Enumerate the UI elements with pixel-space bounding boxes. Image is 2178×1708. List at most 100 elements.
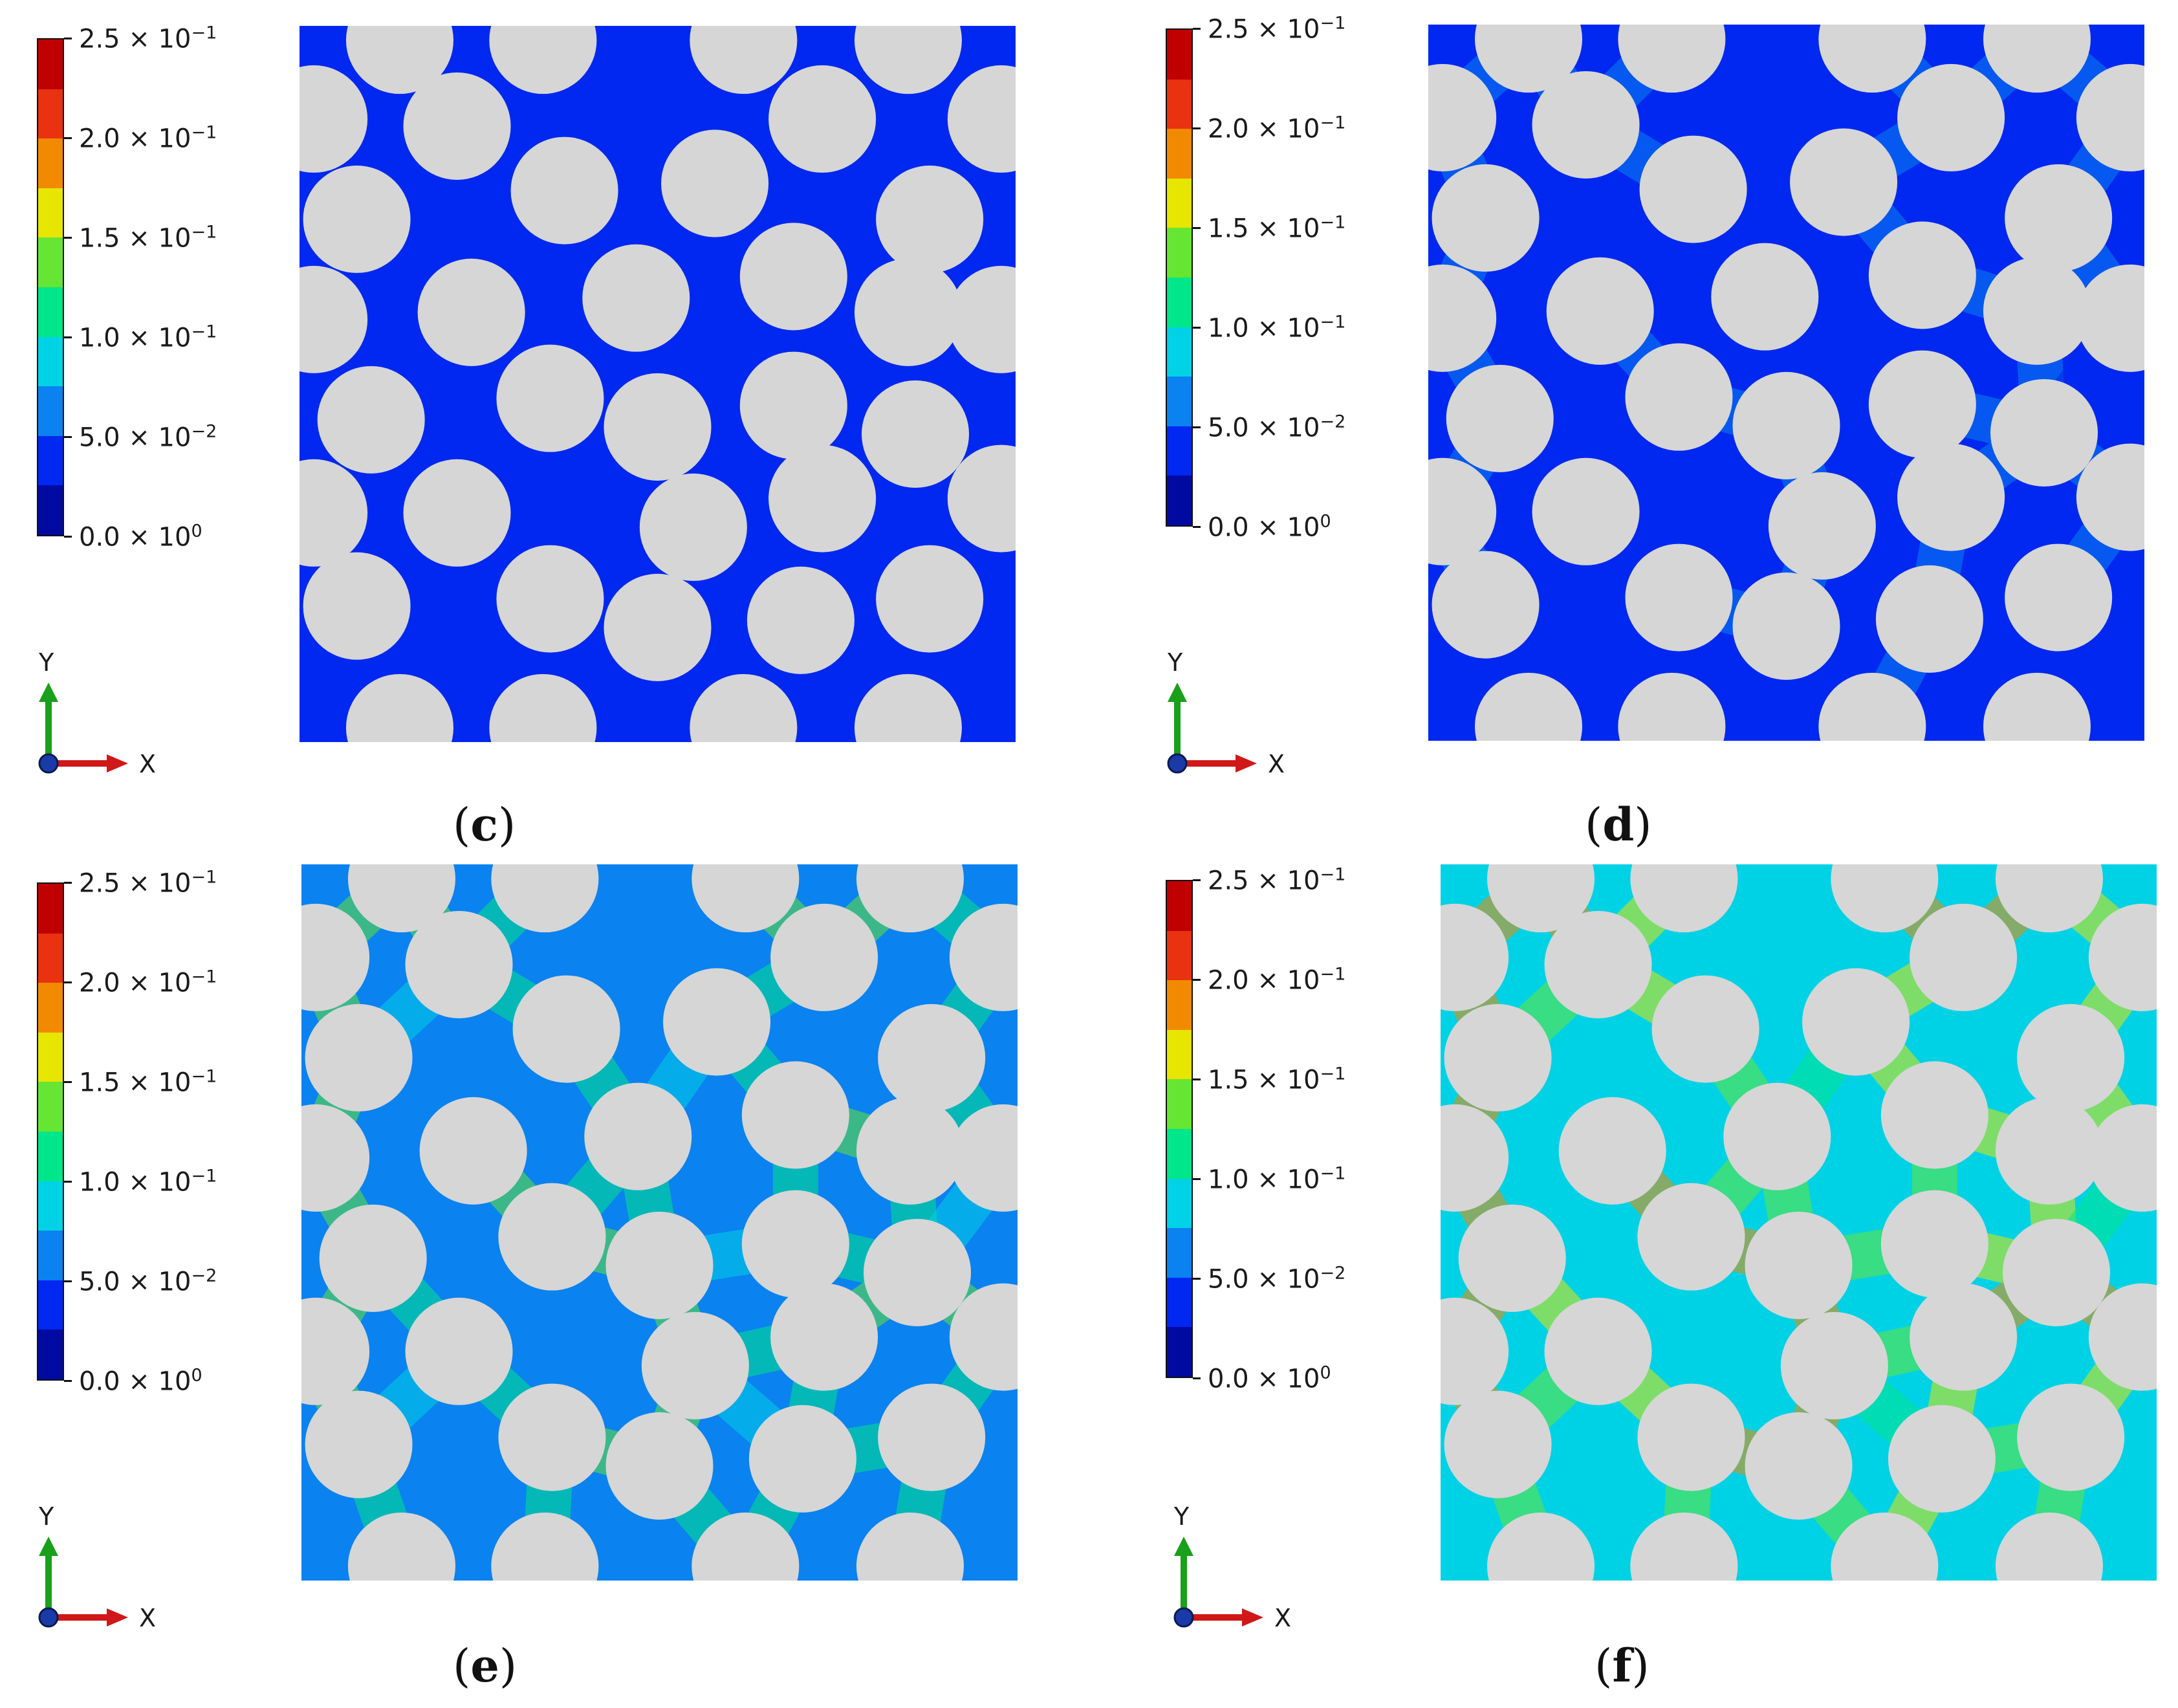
fiber-cross-section xyxy=(2088,903,2157,1011)
fiber-cross-section xyxy=(1637,1383,1745,1491)
colorbar-segment xyxy=(1167,327,1192,377)
z-axis-marker xyxy=(1173,1607,1194,1628)
fiber-cross-section xyxy=(405,910,513,1019)
fiber-cross-section xyxy=(856,1512,964,1581)
fiber-cross-section xyxy=(403,459,511,567)
colorbar-segment xyxy=(38,89,63,139)
colorbar-tick xyxy=(64,436,72,438)
fiber-cross-section xyxy=(301,1297,370,1405)
colorbar-tick-label: 0.0 × 100 xyxy=(1208,1363,1331,1394)
fiber-cross-section xyxy=(1618,25,1726,93)
fiber-cross-section xyxy=(1995,1097,2103,1205)
fiber-cross-section xyxy=(403,72,511,181)
fiber-cross-section xyxy=(2002,1218,2111,1327)
fiber-cross-section xyxy=(2088,1104,2157,1212)
fiber-cross-section xyxy=(605,1412,713,1520)
colorbar-tick-label: 1.5 × 10−1 xyxy=(79,222,217,254)
fiber-cross-section xyxy=(854,258,962,366)
colorbar-tick-label: 0.0 × 100 xyxy=(1208,511,1331,543)
fiber-cross-section xyxy=(854,26,962,94)
colorbar-tick xyxy=(1193,227,1201,229)
colorbar-tick xyxy=(1193,28,1201,30)
colorbar-segment xyxy=(1167,881,1192,931)
fiber-cross-section xyxy=(1630,864,1738,933)
fiber-cross-section xyxy=(1486,1512,1595,1581)
fiber-cross-section xyxy=(1831,864,1939,933)
fiber-cross-section xyxy=(1995,1512,2103,1581)
panel-e: (e) 2.5 × 10−1 2.0 × 10−1 1.5 × 10−1 1.0 × … xyxy=(0,854,1089,1708)
fiber-cross-section xyxy=(299,459,368,567)
colorbar-segment xyxy=(1167,277,1192,327)
fiber-cross-section xyxy=(1544,1297,1652,1405)
x-axis-label: X xyxy=(1274,1604,1292,1632)
colorbar-tick xyxy=(64,536,72,538)
fiber-cross-section xyxy=(690,673,798,742)
colorbar-segment xyxy=(1167,426,1192,476)
fiber-cross-section xyxy=(741,1061,849,1169)
fiber-cross-section xyxy=(878,1383,986,1491)
fiber-cross-section xyxy=(1831,1512,1939,1581)
fiber-cross-section xyxy=(876,165,984,273)
colorbar-tick-label: 1.0 × 10−1 xyxy=(1208,1163,1346,1195)
colorbar-tick xyxy=(64,981,72,983)
colorbar-tick xyxy=(64,1380,72,1382)
fiber-cross-section xyxy=(770,903,878,1011)
colorbar xyxy=(37,38,64,536)
colorbar-segment xyxy=(1167,79,1192,129)
fiber-cross-section xyxy=(2017,1003,2125,1111)
colorbar-tick xyxy=(64,336,72,338)
fiber-cross-section xyxy=(1732,371,1840,479)
colorbar-segment xyxy=(38,287,63,337)
y-axis-label: Y xyxy=(1174,1502,1190,1531)
fiber-cross-section xyxy=(405,1297,513,1405)
panel-caption: (e) xyxy=(453,1639,517,1692)
fiber-cross-section xyxy=(347,1512,455,1581)
colorbar-segment xyxy=(1167,476,1192,525)
fiber-cross-section xyxy=(1983,25,2091,93)
colorbar-segment xyxy=(38,435,63,486)
stress-field-plot xyxy=(1428,25,2144,741)
fiber-cross-section xyxy=(1875,565,1983,673)
fiber-cross-section xyxy=(604,373,712,481)
fiber-cross-section xyxy=(739,223,847,331)
fiber-cross-section xyxy=(1995,864,2103,933)
x-axis-arrow-head xyxy=(1236,754,1257,772)
colorbar-tick xyxy=(1193,1278,1201,1280)
fiber-cross-section xyxy=(1880,1061,1988,1169)
fiber-cross-section xyxy=(1458,1204,1566,1312)
colorbar-tick-label: 0.0 × 100 xyxy=(79,1365,202,1397)
fiber-cross-section xyxy=(510,137,618,245)
fiber-cross-section xyxy=(768,65,877,173)
colorbar-tick-label: 2.5 × 10−1 xyxy=(79,867,217,899)
fiber-cross-section xyxy=(489,673,597,742)
colorbar-segment xyxy=(1167,1079,1192,1129)
colorbar-segment xyxy=(1167,930,1192,981)
fiber-cross-section xyxy=(345,673,453,742)
y-axis-arrow-head xyxy=(1174,1537,1193,1556)
x-axis-arrow-head xyxy=(1242,1608,1263,1626)
colorbar xyxy=(37,882,64,1381)
fiber-cross-section xyxy=(2088,1283,2157,1391)
colorbar-tick xyxy=(64,237,72,239)
colorbar-tick xyxy=(64,1280,72,1282)
colorbar-segment xyxy=(38,1280,63,1330)
fiber-cross-section xyxy=(584,1082,692,1190)
fiber-cross-section xyxy=(305,1390,413,1498)
colorbar-tick xyxy=(1193,879,1201,881)
fiber-cross-section xyxy=(2005,543,2113,651)
fiber-cross-section xyxy=(2017,1383,2125,1491)
fiber-cross-section xyxy=(1474,672,1582,741)
fiber-cross-section xyxy=(1474,25,1582,93)
fiber-cross-section xyxy=(661,129,769,237)
fiber-cross-section xyxy=(1910,1283,2018,1391)
fiber-cross-section xyxy=(1745,1211,1853,1319)
fiber-cross-section xyxy=(1723,1082,1831,1190)
fiber-cross-section xyxy=(604,573,712,681)
y-axis-label: Y xyxy=(1168,648,1183,677)
colorbar-tick-label: 2.5 × 10−1 xyxy=(79,23,217,54)
fiber-cross-section xyxy=(301,1104,370,1212)
fiber-cross-section xyxy=(317,366,425,474)
x-axis-label: X xyxy=(1268,750,1285,778)
axis-triad xyxy=(26,1501,142,1643)
fiber-cross-section xyxy=(1625,543,1733,651)
